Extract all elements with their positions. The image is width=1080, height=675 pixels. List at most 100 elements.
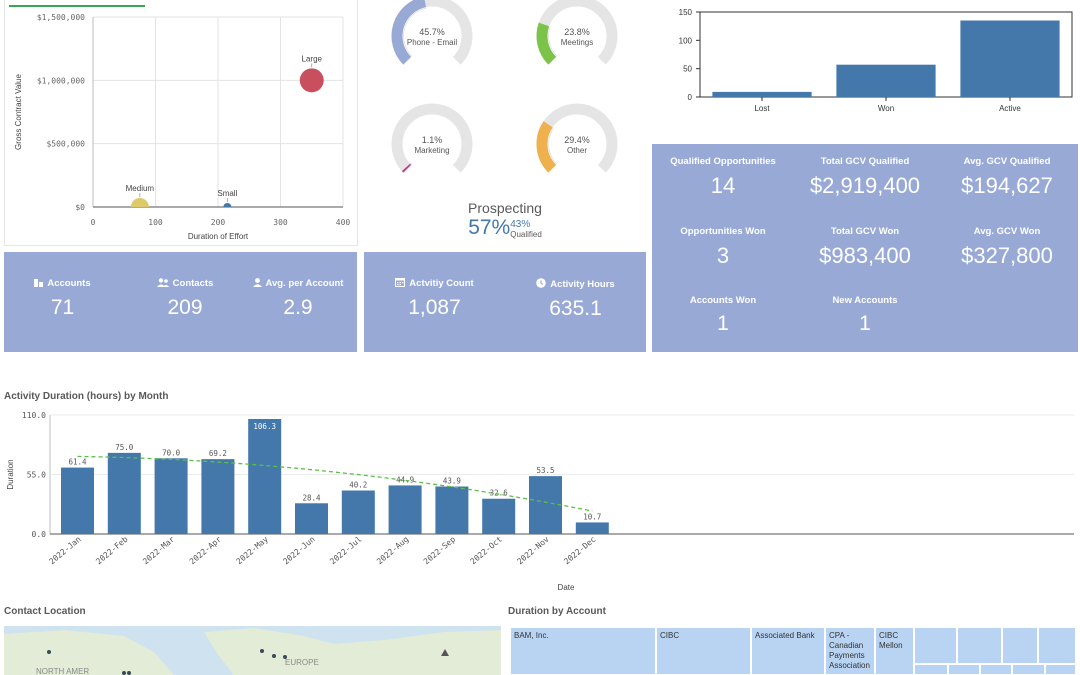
map-point[interactable] <box>272 654 276 658</box>
scatter-point-label: Small <box>217 189 237 198</box>
activity-x-label: Date <box>558 583 575 592</box>
gauge-fill <box>536 121 557 173</box>
activity-bar-2022-sep[interactable] <box>435 486 469 534</box>
building-icon <box>34 278 44 287</box>
scatter-point-mark[interactable] <box>299 68 324 93</box>
status-bar-chart: 0 50 100 150 Lost Won Active <box>679 8 1073 113</box>
kpi-accounts-won: Accounts Won 1 <box>652 295 794 336</box>
gauge-inner-edge <box>548 26 558 57</box>
contacts-icon <box>156 278 169 287</box>
activity-bar-2022-aug[interactable] <box>388 485 422 534</box>
gauge-inner-edge <box>410 162 413 165</box>
status-bar-lost[interactable] <box>712 91 812 97</box>
kpi-accounts-won-label: Accounts Won <box>689 295 757 306</box>
activity-bar-2022-jun[interactable] <box>295 503 328 534</box>
treemap-cell[interactable]: CIBC Mellon <box>875 627 914 675</box>
kpi-contacts: Contacts 209 <box>121 278 249 320</box>
map-point[interactable] <box>47 650 51 654</box>
treemap-cell-label: CPA - Canadian Payments Association <box>829 631 870 670</box>
treemap-cell[interactable] <box>957 627 1002 664</box>
kpi-avg-gcv-qualified-value: $194,627 <box>961 173 1053 198</box>
activity-bar-2022-mar[interactable] <box>154 458 188 534</box>
map-point[interactable] <box>260 649 264 653</box>
activity-x-tick: 2022-May <box>235 535 270 567</box>
treemap-cell[interactable] <box>1002 627 1038 664</box>
active-tab-indicator[interactable] <box>9 5 145 7</box>
activity-bar-2022-nov[interactable] <box>529 476 562 534</box>
treemap-cell[interactable] <box>914 664 948 675</box>
map-point[interactable] <box>122 671 126 675</box>
kpi-avg-gcv-qualified: Avg. GCV Qualified $194,627 <box>936 156 1078 199</box>
treemap-cell[interactable]: BAM, Inc. <box>510 627 656 675</box>
kpi-total-gcv-won-label: Total GCV Won <box>830 226 900 237</box>
activity-bar-2022-feb[interactable] <box>107 452 141 534</box>
activity-bar-2022-jan[interactable] <box>61 467 94 534</box>
clock-icon <box>536 278 547 288</box>
scatter-point-large[interactable]: Large <box>299 54 324 93</box>
treemap-cell[interactable] <box>1045 664 1076 675</box>
kpi-avg-gcv-qualified-label: Avg. GCV Qualified <box>963 156 1051 167</box>
activity-bar-label: 75.0 <box>115 443 134 452</box>
gauge-pct: 1.1% <box>422 135 443 145</box>
kpi-contacts-value: 209 <box>167 296 203 319</box>
kpi-avg-value: 2.9 <box>283 296 313 319</box>
activity-y-tick: 55.0 <box>27 471 46 480</box>
gauge-meetings[interactable]: 23.8%Meetings <box>536 0 618 65</box>
scatter-x-tick: 300 <box>273 218 288 227</box>
kpi-accounts-won-value: 1 <box>717 312 729 335</box>
scatter-point-label: Large <box>302 54 323 63</box>
activity-bar-label: 61.4 <box>68 458 87 467</box>
treemap-cell[interactable]: CIBC <box>656 627 751 675</box>
activity-bar-2022-may[interactable] <box>248 419 282 534</box>
activity-x-tick: 2022-Mar <box>141 535 176 567</box>
activity-bar-label: 44.9 <box>396 475 414 484</box>
scatter-y-tick: $1,000,000 <box>37 76 85 85</box>
scatter-point-small[interactable]: Small <box>217 189 238 211</box>
status-bar-won[interactable] <box>836 64 936 97</box>
status-x-tick: Won <box>878 104 894 113</box>
gauge-label: Other <box>567 146 587 155</box>
kpi-qualified-opps: Qualified Opportunities 14 <box>652 156 794 199</box>
activity-bar-label: 32.6 <box>490 489 509 498</box>
map-point[interactable] <box>127 671 131 675</box>
gauge-marketing[interactable]: 1.1%Marketing <box>391 103 473 173</box>
treemap-cell[interactable] <box>1038 627 1076 664</box>
kpi-avg-label: Avg. per Account <box>265 278 344 289</box>
kpi-new-accounts-value: 1 <box>859 312 871 335</box>
gauge-pct: 29.4% <box>564 135 590 145</box>
status-y-tick: 100 <box>679 36 693 45</box>
gauge-label: Marketing <box>414 146 449 155</box>
map-point[interactable] <box>283 655 287 659</box>
treemap-cell[interactable] <box>914 627 957 664</box>
scatter-y-tick: $1,500,000 <box>37 13 85 22</box>
activity-bar-2022-jul[interactable] <box>341 490 375 534</box>
treemap-cell[interactable] <box>1012 664 1045 675</box>
kpi-opps-won: Opportunities Won 3 <box>652 226 794 269</box>
activity-bar-label: 69.2 <box>209 449 227 458</box>
gauge-inner-edge <box>403 7 427 57</box>
status-y-tick: 0 <box>688 93 693 102</box>
treemap-cell[interactable]: CPA - Canadian Payments Association <box>825 627 875 675</box>
status-bar-active[interactable] <box>960 20 1060 98</box>
scatter-y-tick: $500,000 <box>46 140 85 149</box>
kpi-total-gcv-won-value: $983,400 <box>819 243 911 268</box>
treemap-cell[interactable]: Associated Bank <box>751 627 825 675</box>
kpi-avg-gcv-won-label: Avg. GCV Won <box>973 226 1041 237</box>
gauge-label: Phone - Email <box>407 38 457 47</box>
activity-bar-2022-apr[interactable] <box>201 459 235 534</box>
scatter-point-mark[interactable] <box>223 203 232 211</box>
activity-bar-2022-dec[interactable] <box>575 522 609 534</box>
treemap-cell[interactable] <box>948 664 980 675</box>
scatter-point-medium[interactable]: Medium <box>126 184 155 216</box>
scatter-y-tick: $0 <box>75 203 85 212</box>
contact-location-map[interactable]: NORTH AMER EUROPE <box>4 626 501 675</box>
gauge-phone-email[interactable]: 45.7%Phone - Email <box>391 0 473 65</box>
treemap-cell[interactable] <box>980 664 1012 675</box>
activity-bar-2022-oct[interactable] <box>482 498 516 534</box>
activity-x-tick: 2022-Sep <box>422 535 457 567</box>
scatter-point-mark[interactable] <box>130 198 149 216</box>
activity-bar-label: 70.0 <box>162 448 181 457</box>
gauge-other[interactable]: 29.4%Other <box>536 103 618 173</box>
kpi-activity-hours-value: 635.1 <box>549 297 602 320</box>
kpi-accounts: Accounts 71 <box>4 278 121 320</box>
